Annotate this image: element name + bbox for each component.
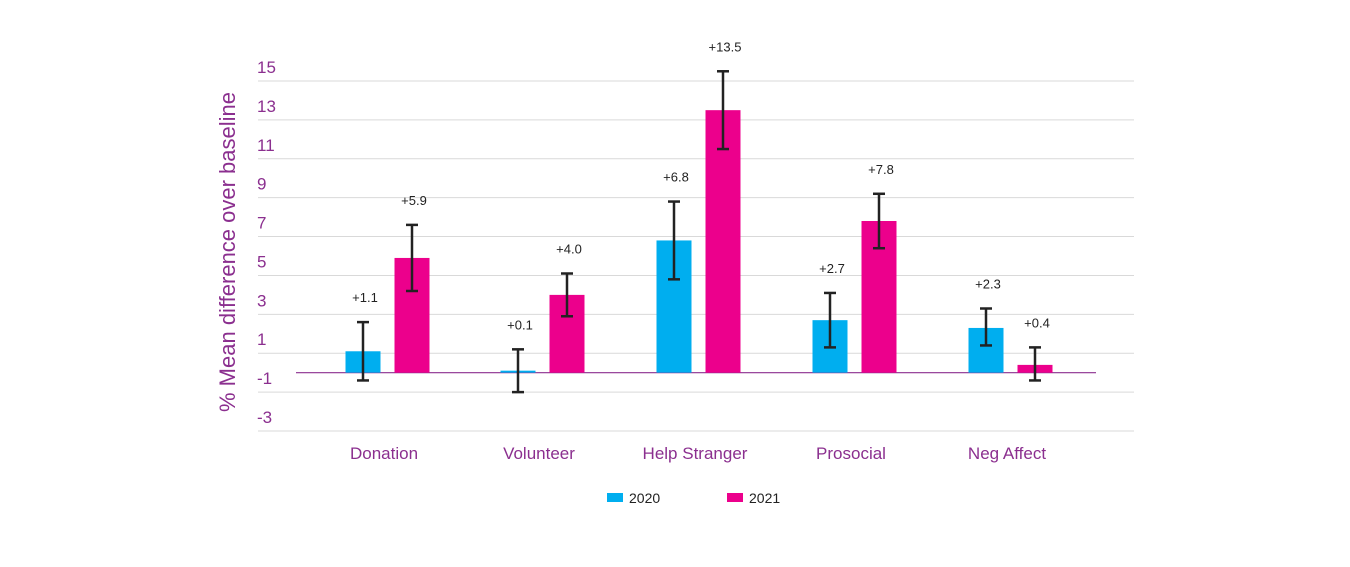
legend: 2020 2021 <box>607 490 780 506</box>
x-tick-label: Volunteer <box>503 444 575 463</box>
error-bar <box>873 192 885 250</box>
y-tick-label: 11 <box>257 136 275 155</box>
data-labels: +1.1 +0.1 +6.8 +2.7 +2.3 +5.9 +4.0 +13.5 +7.8 +0.… <box>352 39 1050 332</box>
data-label: +6.8 <box>663 170 689 185</box>
x-tick-label: Help Stranger <box>643 444 748 463</box>
legend-item-2020: 2020 <box>607 490 660 506</box>
data-label: +7.8 <box>868 162 894 177</box>
x-tick-label: Prosocial <box>816 444 886 463</box>
y-tick-label: 3 <box>257 291 266 310</box>
x-tick-label: Neg Affect <box>968 444 1046 463</box>
x-axis-ticks: Donation Volunteer Help Stranger Prosocial N… <box>350 444 1046 463</box>
y-tick-label: -1 <box>257 369 272 388</box>
error-bar <box>980 307 992 347</box>
data-label: +5.9 <box>401 193 427 208</box>
data-label: +0.1 <box>507 317 533 332</box>
error-bar <box>357 320 369 382</box>
y-axis-ticks: 15 13 11 9 7 5 3 1 -1 -3 <box>257 58 276 427</box>
y-tick-label: 7 <box>257 214 266 233</box>
gridlines <box>258 80 1134 432</box>
y-axis-label: % Mean difference over baseline <box>215 92 240 412</box>
x-tick-label: Donation <box>350 444 418 463</box>
error-bar <box>668 200 680 281</box>
data-label: +4.0 <box>556 242 582 257</box>
error-bar <box>512 348 524 394</box>
y-tick-label: 5 <box>257 252 266 271</box>
bar-2021-help-stranger <box>705 110 741 373</box>
data-label: +13.5 <box>709 39 742 54</box>
y-tick-label: 15 <box>257 58 276 77</box>
y-tick-label: 13 <box>257 97 276 116</box>
data-label: +2.7 <box>819 261 845 276</box>
error-bar <box>406 223 418 293</box>
y-tick-label: -3 <box>257 408 272 427</box>
error-bars <box>357 70 1041 394</box>
error-bar <box>561 272 573 318</box>
data-label: +0.4 <box>1024 315 1050 330</box>
legend-item-2021: 2021 <box>727 490 780 506</box>
error-bar <box>1029 346 1041 382</box>
bars <box>345 110 1053 373</box>
y-tick-label: 9 <box>257 175 266 194</box>
legend-swatch <box>607 493 623 502</box>
legend-swatch <box>727 493 743 502</box>
error-bar <box>824 291 836 349</box>
data-label: +2.3 <box>975 277 1001 292</box>
y-tick-label: 1 <box>257 330 266 349</box>
data-label: +1.1 <box>352 290 378 305</box>
legend-label: 2020 <box>629 490 660 506</box>
error-bar <box>717 70 729 151</box>
legend-label: 2021 <box>749 490 780 506</box>
